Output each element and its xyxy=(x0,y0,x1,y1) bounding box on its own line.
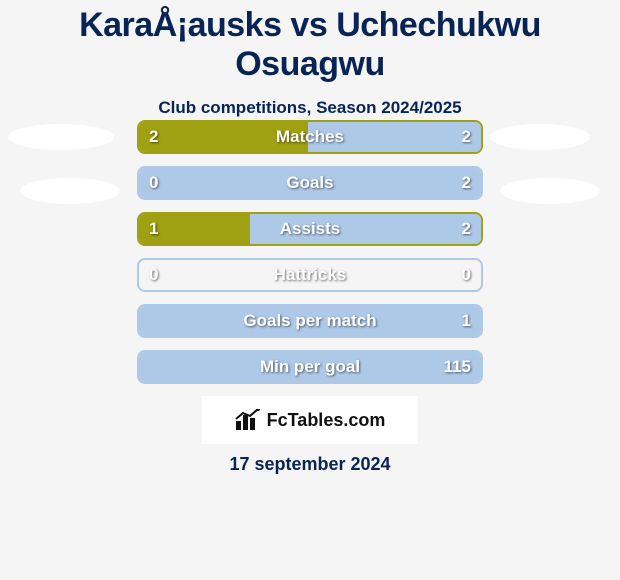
stat-bar: 2 2 Matches xyxy=(137,120,483,154)
left-value: 1 xyxy=(149,219,158,239)
left-value: 0 xyxy=(149,265,158,285)
stat-row: 115 Min per goal xyxy=(0,350,620,384)
subtitle: Club competitions, Season 2024/2025 xyxy=(0,98,620,118)
stat-bar: 0 0 Hattricks xyxy=(137,258,483,292)
decorative-ellipse xyxy=(500,178,600,204)
stat-label: Assists xyxy=(280,219,340,239)
stat-label: Matches xyxy=(276,127,344,147)
stat-label: Goals xyxy=(286,173,333,193)
right-value: 115 xyxy=(444,357,471,377)
stat-row: 0 0 Hattricks xyxy=(0,258,620,292)
stat-bar: 0 2 Goals xyxy=(137,166,483,200)
right-value: 0 xyxy=(462,265,471,285)
decorative-ellipse xyxy=(20,178,120,204)
date-label: 17 september 2024 xyxy=(0,454,620,475)
right-value: 2 xyxy=(462,127,471,147)
logo-text: FcTables.com xyxy=(267,410,386,431)
decorative-ellipse xyxy=(490,124,590,150)
left-value: 2 xyxy=(149,127,158,147)
stat-label: Hattricks xyxy=(274,265,347,285)
decorative-ellipse xyxy=(8,124,114,150)
right-value: 2 xyxy=(462,173,471,193)
page-title: KaraÅ¡ausks vs Uchechukwu Osuagwu xyxy=(0,0,620,84)
right-value: 2 xyxy=(462,219,471,239)
stat-row: 1 2 Assists xyxy=(0,212,620,246)
stat-bar: 1 Goals per match xyxy=(137,304,483,338)
right-value: 1 xyxy=(462,311,471,331)
stat-row: 1 Goals per match xyxy=(0,304,620,338)
comparison-card: KaraÅ¡ausks vs Uchechukwu Osuagwu Club c… xyxy=(0,0,620,580)
stats-chart: 2 2 Matches 0 2 Goals 1 2 Assists 0 0 Hattricks 1 Goa… xyxy=(0,120,620,396)
stat-label: Min per goal xyxy=(260,357,360,377)
stat-label: Goals per match xyxy=(243,311,376,331)
bars-icon xyxy=(235,409,261,431)
left-value: 0 xyxy=(149,173,158,193)
fctables-logo: FcTables.com xyxy=(202,396,418,444)
stat-bar: 115 Min per goal xyxy=(137,350,483,384)
stat-bar: 1 2 Assists xyxy=(137,212,483,246)
